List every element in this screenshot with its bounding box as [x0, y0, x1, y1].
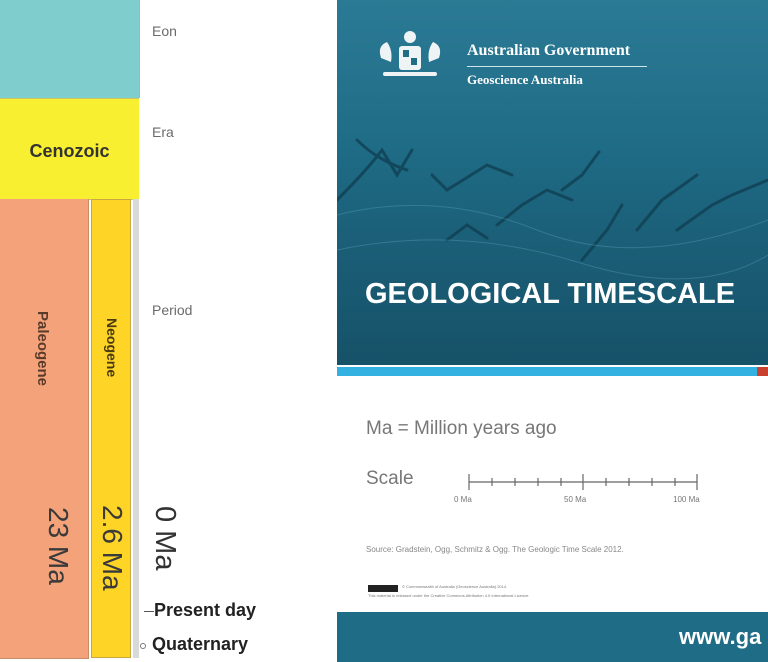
scale-tick-0: 0 Ma	[454, 495, 472, 504]
coat-of-arms-icon	[379, 31, 441, 76]
quaternary-marker	[140, 643, 146, 649]
era-label: Cenozoic	[29, 141, 110, 161]
period-cell-neogene: Neogene 2.6 Ma	[91, 199, 131, 658]
scale-label: Scale	[366, 468, 414, 489]
present-day-tick	[144, 611, 154, 612]
scale-bar	[468, 474, 698, 490]
cc-license-icon	[368, 585, 398, 592]
era-cell-cenozoic: Cenozoic	[0, 98, 139, 200]
zero-ma-label: 0 Ma	[149, 506, 181, 571]
period-label-neogene: Neogene	[104, 318, 120, 378]
gov-name: Australian Government	[467, 42, 631, 59]
poster-footer: www.ga	[337, 612, 768, 662]
gov-divider	[467, 66, 647, 67]
copyright-line-2: This material is released under the Crea…	[368, 593, 530, 598]
row-label-eon: Eon	[152, 23, 177, 39]
period-start-paleogene: 23 Ma	[43, 507, 74, 585]
period-label-paleogene: Paleogene	[34, 311, 51, 387]
accent-stripe	[337, 367, 757, 376]
period-cell-paleogene: Paleogene 23 Ma	[0, 199, 89, 659]
scale-tick-50: 50 Ma	[564, 495, 587, 504]
quaternary-strip	[133, 199, 139, 658]
accent-stripe-end	[757, 367, 768, 376]
poster-title: GEOLOGICAL TIMESCALE	[365, 278, 736, 310]
period-start-neogene: 2.6 Ma	[97, 505, 128, 591]
source-citation: Source: Gradstein, Ogg, Schmitz & Ogg. T…	[366, 545, 624, 554]
present-day-label: Present day	[154, 600, 257, 620]
poster-header: Australian Government Geoscience Austral…	[337, 0, 768, 365]
quaternary-label: Quaternary	[152, 634, 249, 654]
agency-name: Geoscience Australia	[467, 72, 583, 87]
row-label-era: Era	[152, 124, 174, 140]
eon-cell	[0, 0, 140, 98]
copyright-line-1: © Commonwealth of Australia (Geoscience …	[402, 584, 508, 589]
rock-texture-graphic	[337, 138, 768, 280]
website-link[interactable]: www.ga	[679, 624, 762, 649]
row-label-period: Period	[152, 302, 193, 318]
scale-tick-100: 100 Ma	[673, 495, 700, 504]
ma-definition: Ma = Million years ago	[366, 418, 557, 439]
